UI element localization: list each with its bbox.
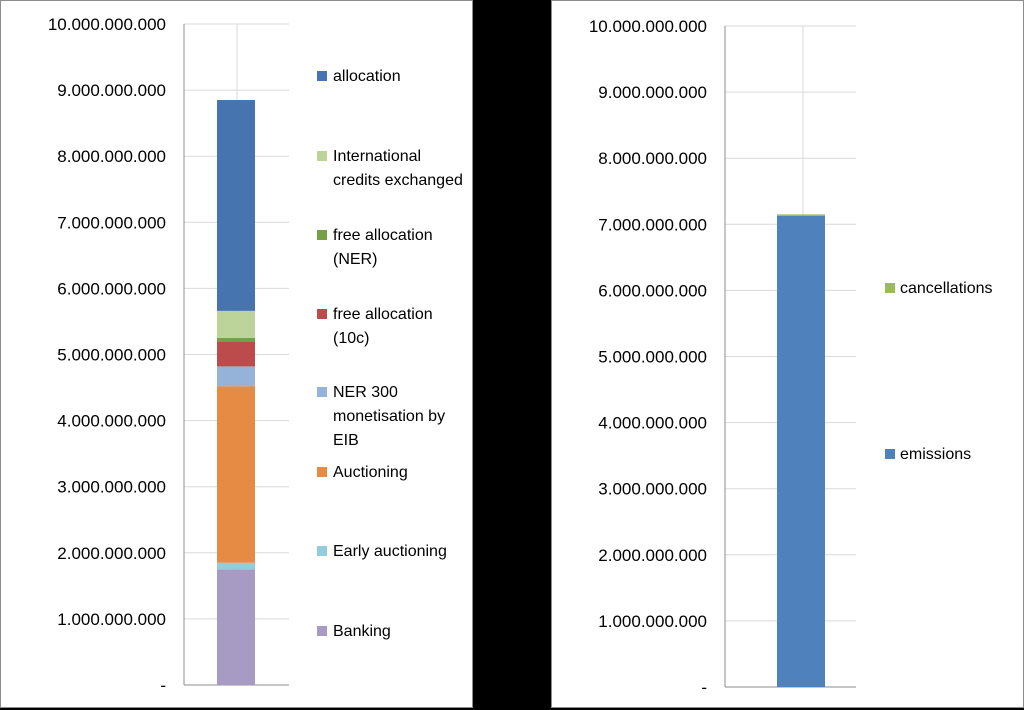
- bar-segment-allocation: [217, 100, 255, 311]
- bar-segment-international-credits-exchanged: [217, 310, 255, 338]
- y-tick-label: 1.000.000.000: [598, 612, 707, 631]
- y-tick-label: 4.000.000.000: [598, 414, 707, 433]
- left-stacked-bar-chart: - 1.000.000.000 2.000.000.000 3.000.000.000…: [48, 15, 463, 695]
- left-chart-panel: - 1.000.000.000 2.000.000.000 3.000.000.000…: [0, 0, 473, 708]
- bar-segment-cancellations: [777, 214, 825, 216]
- legend-swatch-free-allocation-10c: [317, 309, 327, 319]
- y-tick-label: 5.000.000.000: [598, 348, 707, 367]
- legend-swatch-allocation: [317, 71, 327, 81]
- legend-label-auctioning: Auctioning: [333, 464, 408, 481]
- bar-segment-free-allocation-10c: [217, 341, 255, 367]
- legend-label-allocation: allocation: [333, 68, 401, 85]
- y-tick-label: 8.000.000.000: [57, 147, 166, 166]
- y-tick-label: 10.000.000.000: [589, 17, 707, 36]
- y-tick-label: 3.000.000.000: [57, 478, 166, 497]
- legend-label-emissions: emissions: [900, 446, 971, 463]
- bar-segment-free-allocation-ner: [217, 337, 255, 342]
- legend-label-ner-300-monetisation-by-eib: NER 300 monetisation by EIB: [333, 384, 445, 449]
- legend-swatch-ner-300-monetisation-by-eib: [317, 387, 327, 397]
- legend-label-free-allocation-ner: free allocation (NER): [333, 227, 433, 268]
- y-tick-label: -: [160, 676, 166, 695]
- bar-segment-auctioning: [217, 386, 255, 563]
- legend-label-cancellations: cancellations: [900, 280, 993, 297]
- y-tick-label: 5.000.000.000: [57, 346, 166, 365]
- right-chart-panel: - 1.000.000.000 2.000.000.000 3.000.000.000…: [551, 0, 1024, 708]
- legend-swatch-early-auctioning: [317, 546, 327, 556]
- bar-segment-early-auctioning: [217, 562, 255, 570]
- legend-label-free-allocation-10c: free allocation (10c): [333, 306, 433, 347]
- y-tick-label: 4.000.000.000: [57, 412, 166, 431]
- y-tick-label: 10.000.000.000: [48, 15, 166, 34]
- legend-label-early-auctioning: Early auctioning: [333, 543, 447, 560]
- y-tick-label: 9.000.000.000: [598, 83, 707, 102]
- legend-swatch-auctioning: [317, 467, 327, 477]
- y-tick-label: 2.000.000.000: [598, 546, 707, 565]
- right-stacked-bar-chart: - 1.000.000.000 2.000.000.000 3.000.000.000…: [589, 17, 993, 697]
- legend-label-banking: Banking: [333, 623, 391, 640]
- legend-swatch-international-credits-exchanged: [317, 151, 327, 161]
- y-tick-label: -: [701, 678, 707, 697]
- bar-segment-emissions: [777, 215, 825, 687]
- y-tick-label: 7.000.000.000: [598, 215, 707, 234]
- y-tick-label: 1.000.000.000: [57, 610, 166, 629]
- legend-swatch-free-allocation-ner: [317, 230, 327, 240]
- y-tick-label: 6.000.000.000: [598, 281, 707, 300]
- legend-swatch-emissions: [885, 449, 895, 459]
- y-tick-label: 9.000.000.000: [57, 81, 166, 100]
- y-tick-label: 3.000.000.000: [598, 480, 707, 499]
- bar-segment-ner-300-monetisation-by-eib: [217, 366, 255, 387]
- y-tick-label: 6.000.000.000: [57, 279, 166, 298]
- legend-swatch-cancellations: [885, 283, 895, 293]
- legend-swatch-banking: [317, 626, 327, 636]
- y-tick-label: 2.000.000.000: [57, 544, 166, 563]
- bar-segment-banking: [217, 569, 255, 685]
- y-tick-label: 8.000.000.000: [598, 149, 707, 168]
- y-tick-label: 7.000.000.000: [57, 213, 166, 232]
- legend-label-international-credits-exchanged: International credits exchanged: [333, 148, 463, 189]
